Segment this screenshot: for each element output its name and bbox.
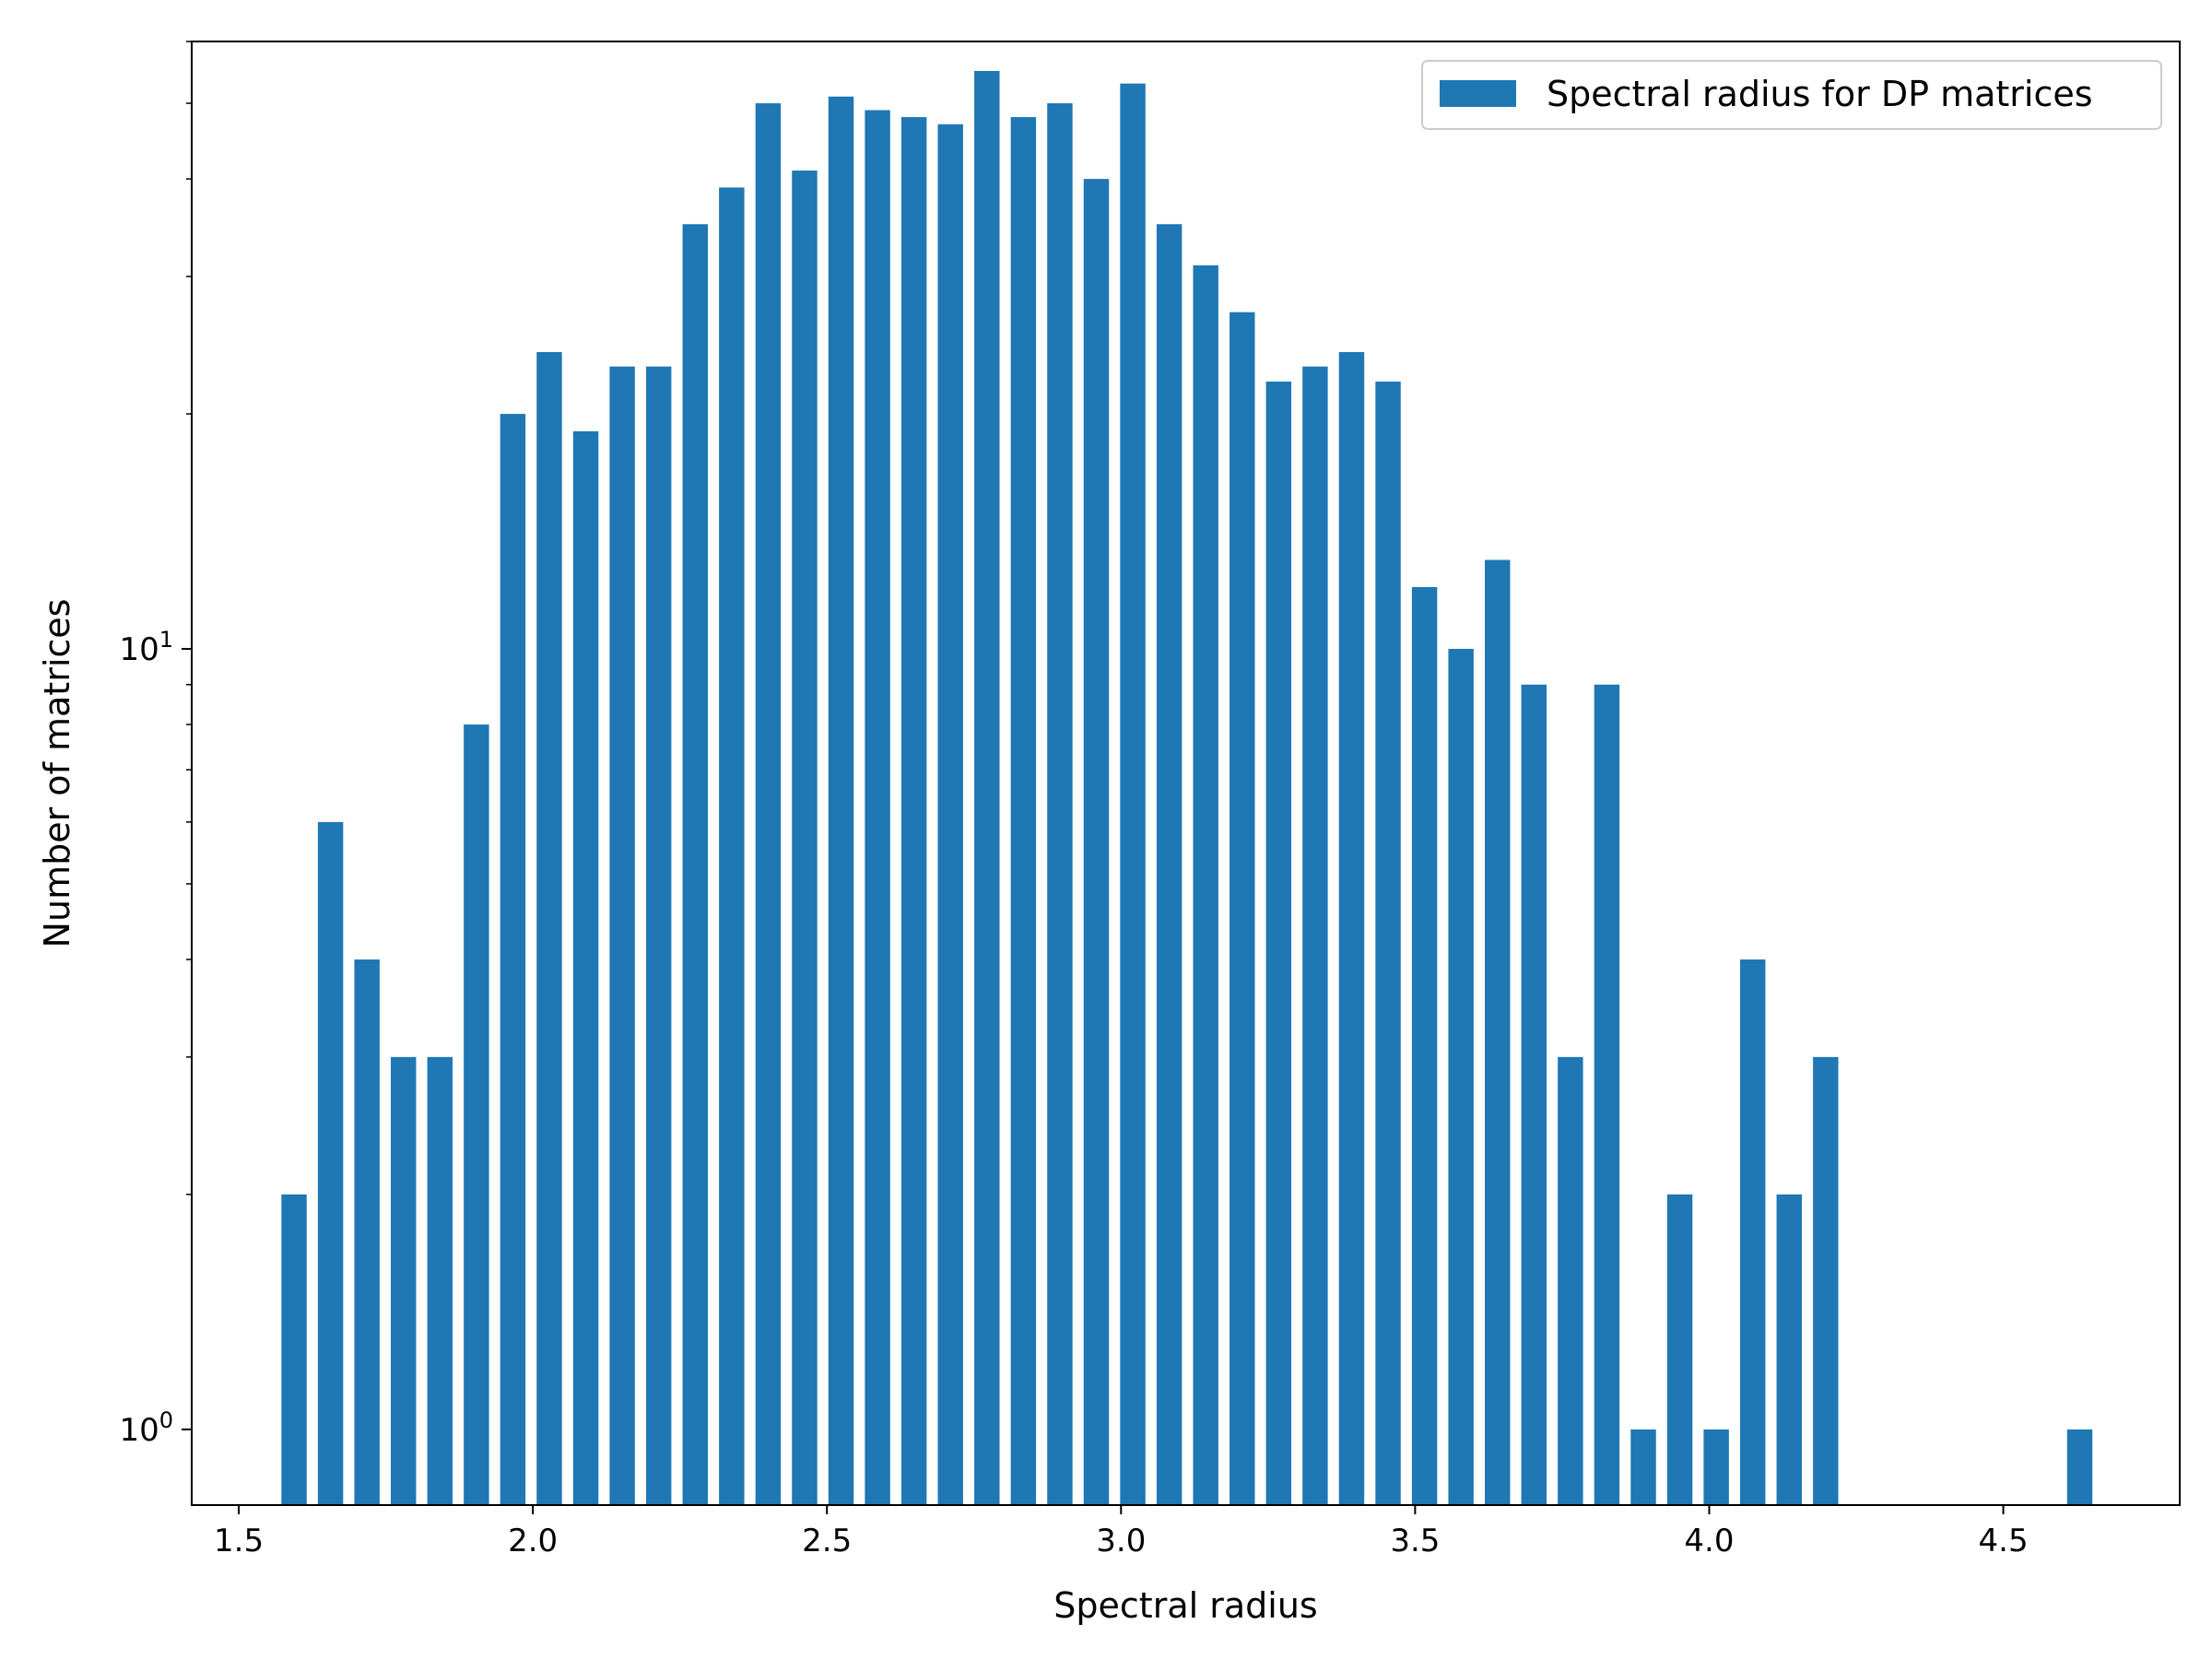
bar: [1047, 103, 1072, 1505]
bar: [1084, 179, 1109, 1505]
bar: [1777, 1194, 1802, 1505]
bar: [1193, 265, 1218, 1505]
y-axis-label: Number of matrices: [37, 599, 77, 948]
legend-label: Spectral radius for DP matrices: [1547, 74, 2093, 114]
legend-swatch: [1440, 80, 1516, 107]
bar: [1485, 560, 1510, 1505]
bar: [1448, 649, 1473, 1505]
bar: [683, 224, 708, 1505]
bar: [1412, 587, 1437, 1505]
bar: [901, 117, 926, 1505]
x-tick-label: 1.5: [214, 1523, 264, 1559]
bar: [646, 367, 671, 1505]
x-tick-label: 3.5: [1390, 1523, 1440, 1559]
bar: [1375, 382, 1400, 1505]
bar: [865, 110, 889, 1505]
bar: [1011, 117, 1036, 1505]
x-tick-label: 2.0: [508, 1523, 558, 1559]
bar: [792, 171, 817, 1505]
bar: [1302, 367, 1327, 1505]
bar: [1558, 1057, 1583, 1505]
bar: [1522, 685, 1547, 1505]
bar: [719, 187, 744, 1505]
x-tick-label: 4.0: [1684, 1523, 1734, 1559]
bar: [1339, 352, 1364, 1505]
bar: [1230, 312, 1254, 1505]
x-axis-label: Spectral radius: [1053, 1585, 1317, 1626]
bar: [938, 124, 963, 1505]
bar: [1813, 1057, 1838, 1505]
bar: [281, 1194, 306, 1505]
x-tick-label: 4.5: [1979, 1523, 2029, 1559]
bar: [1630, 1430, 1655, 1505]
bar: [1740, 959, 1765, 1505]
bar: [464, 724, 488, 1505]
bar: [829, 97, 853, 1505]
bar: [354, 959, 379, 1505]
bar: [536, 352, 561, 1505]
bar: [609, 367, 634, 1505]
bar: [1703, 1430, 1728, 1505]
bar: [500, 414, 525, 1505]
bar: [1667, 1194, 1692, 1505]
bar: [1157, 224, 1182, 1505]
bar: [2067, 1430, 2092, 1505]
bar: [1594, 685, 1619, 1505]
bar: [1266, 382, 1291, 1505]
bar: [974, 71, 999, 1505]
bar: [318, 822, 343, 1505]
x-tick-label: 3.0: [1096, 1523, 1146, 1559]
bar: [1120, 84, 1145, 1505]
bar: [573, 431, 598, 1505]
bar: [428, 1057, 453, 1505]
legend: Spectral radius for DP matrices: [1422, 61, 2161, 129]
x-tick-label: 2.5: [802, 1523, 852, 1559]
bar: [756, 103, 781, 1505]
bar: [391, 1057, 416, 1505]
